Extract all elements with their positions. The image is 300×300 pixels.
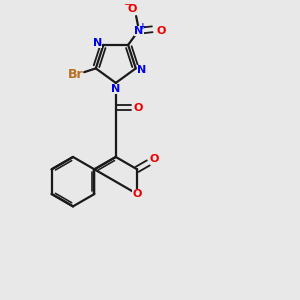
- Text: O: O: [133, 189, 142, 199]
- Text: Br: Br: [68, 68, 83, 81]
- Text: O: O: [150, 154, 159, 164]
- Text: N: N: [111, 84, 120, 94]
- Text: N: N: [134, 26, 144, 36]
- Text: O: O: [127, 4, 136, 14]
- Text: O: O: [134, 103, 143, 112]
- Text: +: +: [139, 22, 146, 31]
- Text: O: O: [157, 26, 166, 36]
- Text: N: N: [137, 65, 146, 75]
- Text: N: N: [93, 38, 102, 49]
- Text: −: −: [124, 0, 133, 10]
